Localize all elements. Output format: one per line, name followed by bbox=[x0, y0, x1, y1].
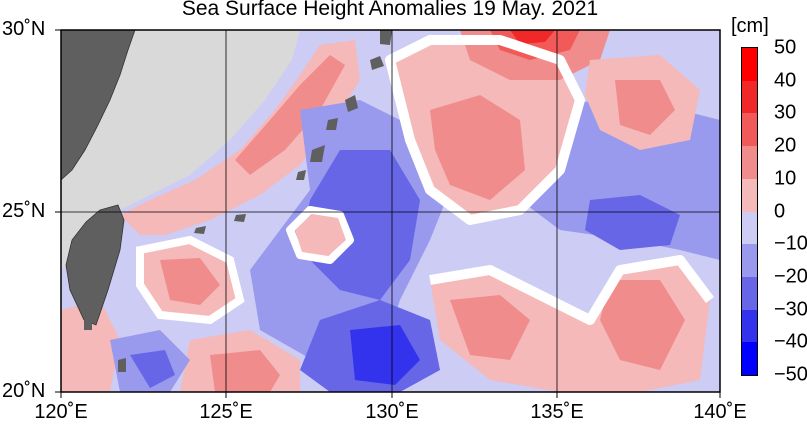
colorbar-unit: [cm] bbox=[731, 15, 769, 37]
colorbar-tick-label: 40 bbox=[774, 69, 797, 92]
ryukyu-island-1 bbox=[345, 95, 358, 112]
colorbar-tick-label: 50 bbox=[774, 36, 797, 59]
negative-eddy-south-core bbox=[350, 325, 420, 385]
colorbar-tick-label: −20 bbox=[774, 265, 807, 288]
kuroshio-positive-core bbox=[235, 55, 345, 175]
lon-label-140e: 140˚E bbox=[693, 401, 747, 423]
positive-eddy-southwest bbox=[61, 300, 120, 392]
colorbar-tick-label: −50 bbox=[774, 363, 807, 386]
zero-contour-c bbox=[286, 206, 354, 264]
lat-label-30n: 30˚N bbox=[2, 18, 46, 40]
lat-label-20n: 20˚N bbox=[2, 380, 46, 402]
no-data-shelf bbox=[61, 30, 300, 270]
colorbar-bin-7 bbox=[742, 276, 757, 310]
map-title: Sea Surface Height Anomalies 19 May. 202… bbox=[181, 0, 599, 20]
philippine-islet-1 bbox=[118, 358, 126, 372]
positive-eddy-top-max bbox=[510, 30, 555, 44]
china-coast-landmass bbox=[61, 30, 136, 181]
colorbar-bin-4 bbox=[742, 178, 757, 212]
zero-contour-a bbox=[385, 35, 585, 225]
colorbar bbox=[741, 47, 758, 376]
positive-eddy-southeast-core-a bbox=[450, 295, 530, 360]
ryukyu-island-8 bbox=[380, 30, 392, 45]
positive-eddy-south-core bbox=[210, 350, 280, 392]
ryukyu-island-4 bbox=[296, 170, 306, 180]
positive-eddy-north-core bbox=[430, 95, 525, 200]
positive-eddy-small bbox=[295, 214, 346, 256]
negative-band-east-core bbox=[585, 195, 680, 250]
colorbar-bin-5 bbox=[742, 211, 757, 245]
map-ticks bbox=[55, 29, 721, 398]
colorbar-tick-label: 30 bbox=[774, 101, 797, 124]
ryukyu-island-6 bbox=[194, 226, 206, 234]
zero-contour-d bbox=[136, 235, 245, 325]
colorbar-bin-6 bbox=[742, 244, 757, 277]
ryukyu-island-3 bbox=[310, 145, 325, 162]
zero-contour-b bbox=[429, 255, 714, 325]
map-frame bbox=[60, 29, 721, 393]
positive-eddy-northeast-core bbox=[615, 80, 675, 135]
colorbar-tick-label: 0 bbox=[774, 200, 786, 222]
negative-eddy-southwest-core bbox=[130, 350, 175, 388]
colorbar-tick-label: −40 bbox=[774, 330, 807, 353]
ryukyu-island-7 bbox=[370, 56, 384, 70]
colorbar-tick-label: 20 bbox=[774, 134, 797, 157]
lon-label-120e: 120˚E bbox=[34, 401, 88, 423]
colorbar-bin-2 bbox=[742, 113, 757, 147]
colorbar-bin-3 bbox=[742, 146, 757, 179]
positive-eddy-southeast-core-b bbox=[600, 280, 685, 370]
ryukyu-island-2 bbox=[326, 118, 338, 130]
colorbar-bin-0 bbox=[742, 48, 757, 81]
colorbar-bin-8 bbox=[742, 309, 757, 343]
positive-eddy-top-core bbox=[490, 30, 580, 60]
lat-label-25n: 25˚N bbox=[2, 200, 46, 222]
positive-eddy-west-core bbox=[160, 258, 220, 305]
colorbar-tick-label: −30 bbox=[774, 298, 807, 321]
ryukyu-island-5 bbox=[234, 214, 246, 222]
graticule bbox=[61, 30, 720, 392]
colorbar-tick-label: −10 bbox=[774, 232, 807, 255]
colorbar-bin-1 bbox=[742, 80, 757, 114]
lon-label-130e: 130˚E bbox=[365, 401, 419, 423]
lon-label-135e: 135˚E bbox=[530, 401, 584, 423]
philippine-islet-2 bbox=[84, 318, 92, 330]
lon-label-125e: 125˚E bbox=[199, 401, 253, 423]
colorbar-tick-label: 10 bbox=[774, 167, 797, 190]
colorbar-bin-9 bbox=[742, 342, 757, 376]
